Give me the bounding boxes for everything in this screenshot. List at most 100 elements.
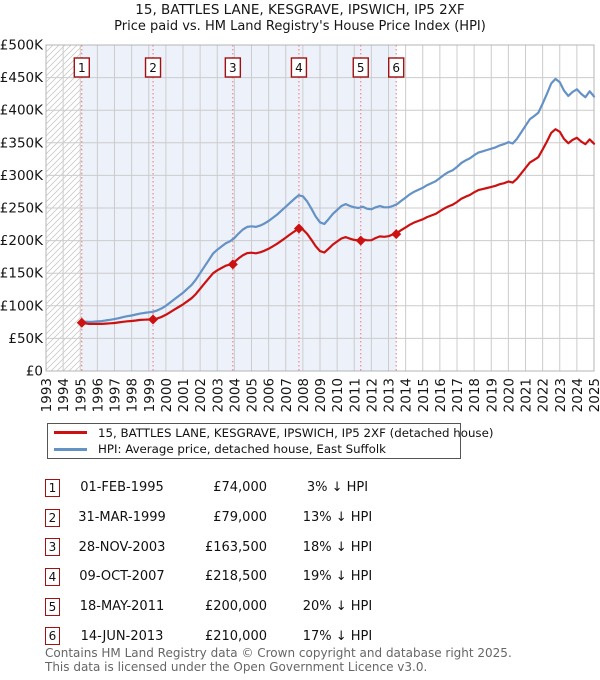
sale-date: 09-OCT-2007 — [79, 569, 165, 585]
svg-text:£250K: £250K — [0, 201, 44, 217]
svg-text:1998: 1998 — [125, 378, 141, 412]
svg-text:£300K: £300K — [0, 168, 44, 184]
sale-price: £163,500 — [204, 539, 267, 555]
sale-point-marker — [148, 314, 159, 325]
sale-date: 14-JUN-2013 — [80, 628, 164, 644]
sale-date: 18-MAY-2011 — [79, 599, 165, 615]
svg-text:6: 6 — [392, 61, 400, 75]
svg-text:1995: 1995 — [73, 378, 89, 412]
svg-text:£350K: £350K — [0, 135, 44, 151]
chart-legend: 15, BATTLES LANE, KESGRAVE, IPSWICH, IP5… — [47, 423, 493, 459]
sale-number-badge: 3 — [45, 538, 60, 557]
sale-row: 2 31-MAR-1999 £79,000 13% ↓ HPI — [45, 503, 565, 533]
sale-point-marker — [293, 223, 304, 234]
sale-marker-badge — [224, 57, 242, 78]
svg-text:1993: 1993 — [39, 378, 55, 412]
chart-series-lines — [76, 77, 596, 328]
chart-sale-badges: 1 2 3 4 5 6 — [73, 57, 405, 78]
hpi-line-swatch — [54, 447, 87, 451]
sale-row: 3 28-NOV-2003 £163,500 18% ↓ HPI — [45, 532, 565, 562]
sale-marker-badge — [388, 57, 405, 78]
svg-text:£500K: £500K — [0, 38, 44, 54]
svg-text:2009: 2009 — [313, 378, 329, 412]
svg-text:2008: 2008 — [296, 378, 312, 412]
svg-text:2: 2 — [149, 61, 157, 75]
svg-text:2011: 2011 — [347, 378, 363, 412]
svg-text:2002: 2002 — [193, 378, 209, 412]
page-subtitle: Price paid vs. HM Land Registry's House … — [114, 19, 486, 34]
svg-text:2013: 2013 — [382, 378, 398, 412]
sale-vs-hpi: 3% ↓ HPI — [306, 480, 369, 496]
sale-vs-hpi: 19% ↓ HPI — [302, 569, 373, 585]
svg-text:£150K: £150K — [0, 266, 44, 282]
svg-text:2020: 2020 — [501, 378, 517, 412]
svg-text:2022: 2022 — [536, 378, 552, 412]
svg-text:2007: 2007 — [279, 378, 295, 412]
svg-text:2010: 2010 — [330, 378, 346, 412]
svg-text:2015: 2015 — [416, 378, 432, 412]
sale-number-badge: 6 — [45, 627, 60, 646]
sale-row: 4 09-OCT-2007 £218,500 19% ↓ HPI — [45, 562, 565, 592]
svg-text:£400K: £400K — [0, 103, 44, 119]
sale-number-badge: 4 — [45, 567, 60, 586]
sale-vs-hpi: 18% ↓ HPI — [302, 539, 373, 555]
svg-text:2005: 2005 — [245, 378, 261, 412]
sale-date: 31-MAR-1999 — [78, 510, 166, 526]
sale-date: 28-NOV-2003 — [78, 539, 166, 555]
svg-text:1997: 1997 — [108, 378, 124, 412]
sale-marker-badge — [352, 57, 369, 78]
svg-text:2006: 2006 — [262, 378, 278, 412]
sale-price: £210,000 — [204, 628, 267, 644]
price-chart: 1 2 3 4 5 6 £0 £50K £100K £150K £200K £250K £300K £3… — [0, 38, 600, 412]
sale-price: £74,000 — [213, 480, 267, 496]
copyright-footer: Contains HM Land Registry data © Crown c… — [45, 646, 512, 674]
sale-vs-hpi: 13% ↓ HPI — [302, 510, 373, 526]
svg-text:2018: 2018 — [467, 378, 483, 412]
sale-row: 5 18-MAY-2011 £200,000 20% ↓ HPI — [45, 592, 565, 622]
legend-item: 15, BATTLES LANE, KESGRAVE, IPSWICH, IP5… — [48, 425, 493, 441]
svg-text:£100K: £100K — [0, 298, 44, 314]
svg-text:2012: 2012 — [364, 378, 380, 412]
sale-price: £218,500 — [204, 569, 267, 585]
svg-text:2001: 2001 — [176, 378, 192, 412]
sale-vs-hpi: 17% ↓ HPI — [302, 628, 373, 644]
svg-text:1994: 1994 — [56, 378, 72, 412]
svg-text:1: 1 — [78, 61, 86, 75]
svg-text:2023: 2023 — [553, 378, 569, 412]
svg-text:2025: 2025 — [587, 378, 600, 412]
svg-text:2016: 2016 — [433, 378, 449, 412]
svg-text:1999: 1999 — [142, 378, 158, 412]
sale-date: 01-FEB-1995 — [80, 480, 164, 496]
legend-label: 15, BATTLES LANE, KESGRAVE, IPSWICH, IP5… — [98, 425, 494, 440]
sale-point-marker — [227, 259, 238, 270]
legend-item: HPI: Average price, detached house, East… — [48, 441, 460, 457]
svg-text:5: 5 — [357, 61, 365, 75]
sale-price: £200,000 — [204, 599, 267, 615]
sale-point-marker — [391, 229, 402, 240]
svg-text:2024: 2024 — [570, 378, 586, 412]
sale-price: £79,000 — [213, 510, 267, 526]
price-paid-line-swatch — [54, 431, 87, 435]
svg-text:£200K: £200K — [0, 233, 44, 249]
svg-text:£450K: £450K — [0, 70, 44, 86]
sale-marker-badge — [290, 57, 308, 78]
svg-text:2000: 2000 — [159, 378, 175, 412]
sale-marker-badge — [144, 57, 162, 78]
chart-axis-labels: £0 £50K £100K £150K £200K £250K £300K £350K £400… — [0, 38, 600, 412]
sale-row: 6 14-JUN-2013 £210,000 17% ↓ HPI — [45, 621, 565, 651]
svg-text:£0: £0 — [26, 364, 43, 380]
sale-number-badge: 5 — [45, 597, 60, 616]
legend-label: HPI: Average price, detached house, East… — [98, 442, 386, 457]
footer-line-1: Contains HM Land Registry data © Crown c… — [45, 646, 512, 660]
sale-point-marker — [76, 317, 87, 328]
svg-text:£50K: £50K — [8, 331, 44, 347]
sale-row: 1 01-FEB-1995 £74,000 3% ↓ HPI — [45, 473, 565, 503]
footer-line-2: This data is licensed under the Open Gov… — [45, 659, 428, 674]
sale-vs-hpi: 20% ↓ HPI — [302, 599, 373, 615]
sale-number-badge: 1 — [45, 478, 60, 497]
page-title: 15, BATTLES LANE, KESGRAVE, IPSWICH, IP5… — [135, 2, 465, 18]
svg-text:2019: 2019 — [484, 378, 500, 412]
svg-text:3: 3 — [229, 61, 237, 75]
sale-point-marker — [355, 235, 366, 246]
